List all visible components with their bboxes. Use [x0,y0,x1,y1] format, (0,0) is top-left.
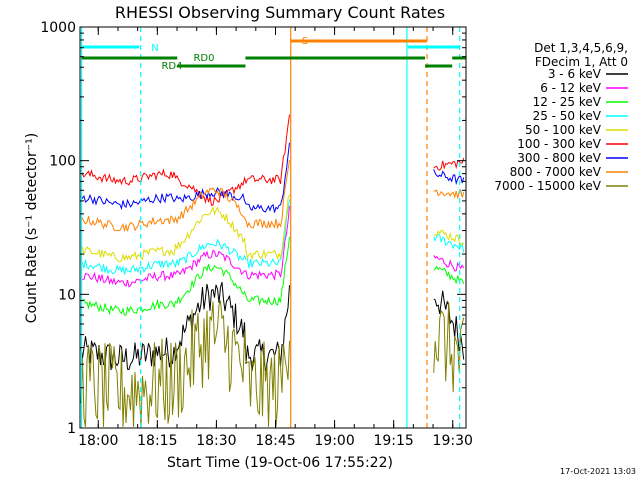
legend-entry-label: 25 - 50 keV [533,109,602,123]
legend-entry-label: 100 - 300 keV [517,137,601,151]
flag-label-rd0: RD0 [193,53,214,64]
series-line-3-late [433,265,465,285]
x-axis-label: Start Time (19-Oct-06 17:55:22) [167,455,393,471]
legend-header-line: Det 1,3,4,5,6,9, [534,41,628,55]
x-tick-label: 18:15 [137,433,177,449]
chart-title: RHESSI Observing Summary Count Rates [115,3,445,22]
legend-entry-label: 6 - 12 keV [540,81,602,95]
x-tick-label: 19:00 [314,433,354,449]
flag-bars: N S RD0 RD4 [81,36,466,72]
series-line-4 [80,199,290,275]
y-tick-label: 10 [58,287,76,303]
x-tick-label: 19:15 [373,433,413,449]
series-line-3 [80,236,290,316]
x-tick-label: 18:30 [196,433,236,449]
legend-header-line: FDecim 1, Att 0 [535,55,628,69]
axes: 18:00 18:15 18:30 18:45 19:00 19:15 19:30 1 10 10… [40,20,473,449]
x-tick-label: 18:00 [78,433,118,449]
legend-entry-label: 3 - 6 keV [548,67,602,81]
series-line-4-late [433,233,465,253]
series-line-2-late [433,255,465,272]
plot-frame [79,26,467,429]
series-line-5 [80,194,290,263]
series-line-8-late [433,189,465,199]
series-line-7-late [433,169,465,186]
legend-entry-label: 300 - 800 keV [517,151,601,165]
series-line-6 [80,114,290,206]
legend-entry-label: 12 - 25 keV [533,95,602,109]
data-traces [80,114,465,427]
y-tick-label: 100 [49,154,76,170]
series-line-7 [80,142,290,213]
legend-entry-label: 800 - 7000 keV [510,165,602,179]
flag-label-n: N [151,43,158,54]
x-tick-label: 18:45 [255,433,295,449]
series-line-2 [80,206,290,288]
flag-label-s: S [302,36,308,47]
series-line-5-late [433,229,465,246]
legend-entry-label: 7000 - 15000 keV [494,179,601,193]
flag-label-rd4: RD4 [161,61,182,72]
footer-date: 17-Oct-2021 13:03 [560,467,636,476]
y-axis-label: Count Rate (s⁻¹ detector⁻¹) [24,133,40,323]
series-line-9-late [433,301,465,393]
time-markers [80,27,461,428]
series-line-9 [80,300,290,427]
legend-entry-label: 50 - 100 keV [525,123,602,137]
y-tick-label: 1 [67,421,76,437]
x-tick-label: 19:30 [433,433,473,449]
series-line-8 [80,159,290,233]
y-tick-label: 1000 [40,20,76,36]
series-line-1 [80,281,290,372]
legend: Det 1,3,4,5,6,9,FDecim 1, Att 03 - 6 keV… [494,41,628,193]
